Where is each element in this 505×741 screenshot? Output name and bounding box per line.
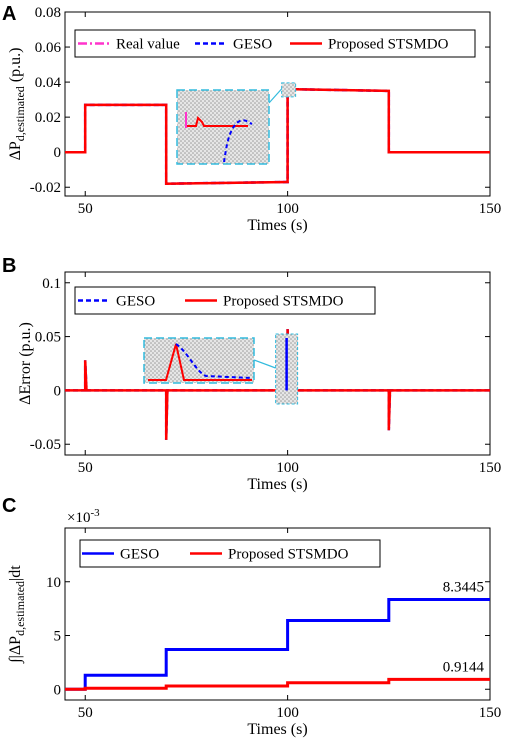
x-tick-label: 150 bbox=[479, 705, 502, 721]
series-line-geso bbox=[65, 598, 490, 691]
zoom-pointer bbox=[253, 359, 276, 369]
legend-label: GESO bbox=[233, 37, 272, 53]
y-axis-label: ∫|ΔPd,estimated|dt bbox=[7, 565, 27, 664]
legend-box bbox=[79, 539, 381, 568]
panel-letter-c: C bbox=[2, 495, 16, 517]
x-tick-label: 150 bbox=[479, 460, 502, 476]
y-tick-label: 10 bbox=[46, 575, 61, 591]
x-tick-label: 100 bbox=[276, 705, 299, 721]
y-tick-label: 0 bbox=[54, 682, 62, 698]
series-line-proposed-stsmdo bbox=[65, 329, 490, 440]
y-axis-label: ΔPd,estimated (p.u.) bbox=[7, 48, 27, 161]
y-tick-label: 0.05 bbox=[35, 330, 61, 346]
y-scale-label: ×10-3 bbox=[67, 507, 100, 526]
y-tick-label: 0.1 bbox=[42, 276, 61, 292]
y-axis-label: ΔError (p.u.) bbox=[17, 322, 34, 405]
legend-label: Real value bbox=[116, 37, 180, 53]
y-tick-label: 0 bbox=[54, 145, 62, 161]
panel-letter-a: A bbox=[2, 3, 16, 25]
value-annotation: 8.3445 bbox=[443, 580, 484, 596]
legend-label: Proposed STSMDO bbox=[328, 37, 449, 53]
inset-curve bbox=[186, 116, 248, 127]
chart-panel-a: 50 100 150 -0.02 0 0.02 0.04 0.06 0.08 Times (s) Δ… bbox=[7, 5, 501, 234]
y-tick-label: 5 bbox=[54, 629, 62, 645]
zoom-inset bbox=[143, 337, 255, 384]
chart-panel-b: 50 100 150 -0.05 0 0.05 0.1 Times (s) ΔError (p.… bbox=[17, 271, 502, 493]
series-line-proposed-stsmdo bbox=[65, 677, 490, 691]
y-tick-label: 0.02 bbox=[35, 110, 61, 126]
legend-label: GESO bbox=[116, 294, 155, 310]
x-axis-label: Times (s) bbox=[247, 217, 307, 234]
y-tick-label: 0 bbox=[54, 383, 62, 399]
zoom-region bbox=[281, 82, 297, 98]
series-line-proposed-stsmdo bbox=[65, 87, 490, 185]
legend-label: GESO bbox=[120, 547, 159, 563]
panel-letter-b: B bbox=[2, 255, 16, 277]
inset-curve bbox=[223, 119, 253, 163]
inset-curve bbox=[175, 343, 253, 379]
y-tick-label: -0.05 bbox=[30, 437, 61, 453]
zoom-pointer bbox=[268, 88, 283, 104]
legend-box bbox=[74, 286, 376, 315]
chart-panel-c: 50 100 150 0 5 10 Times (s) ∫|ΔPd,estimated|dt ×… bbox=[7, 507, 501, 738]
legend-label: Proposed STSMDO bbox=[223, 294, 344, 310]
y-tick-label: 0.08 bbox=[35, 5, 61, 21]
x-tick-label: 50 bbox=[78, 201, 93, 217]
value-annotation: 0.9144 bbox=[443, 659, 485, 675]
legend-box bbox=[74, 29, 476, 58]
y-tick-label: 0.04 bbox=[35, 75, 62, 91]
x-tick-label: 50 bbox=[78, 460, 93, 476]
x-tick-label: 150 bbox=[479, 201, 502, 217]
x-axis-label: Times (s) bbox=[247, 721, 307, 738]
y-tick-label: 0.06 bbox=[35, 40, 62, 56]
legend-label: Proposed STSMDO bbox=[228, 547, 349, 563]
x-tick-label: 100 bbox=[276, 460, 299, 476]
x-tick-label: 100 bbox=[276, 201, 299, 217]
x-axis-label: Times (s) bbox=[247, 476, 307, 493]
x-tick-label: 50 bbox=[78, 705, 93, 721]
y-tick-label: -0.02 bbox=[30, 180, 61, 196]
